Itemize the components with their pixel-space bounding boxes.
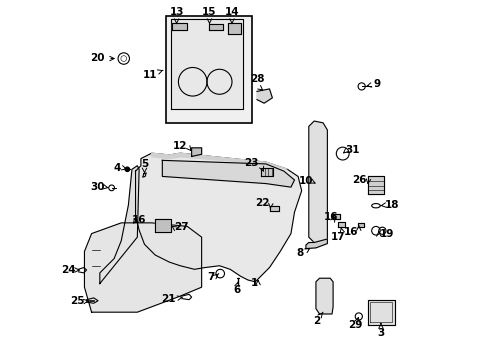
Circle shape bbox=[125, 167, 129, 171]
Text: 15: 15 bbox=[202, 8, 216, 23]
Text: 3: 3 bbox=[377, 328, 384, 338]
Polygon shape bbox=[228, 23, 241, 33]
Text: 25: 25 bbox=[70, 296, 84, 306]
Text: 13: 13 bbox=[169, 8, 183, 23]
Polygon shape bbox=[162, 160, 294, 187]
Polygon shape bbox=[367, 176, 383, 194]
Text: 5: 5 bbox=[141, 158, 148, 168]
Polygon shape bbox=[172, 23, 187, 30]
Text: 29: 29 bbox=[347, 320, 362, 330]
Text: 17: 17 bbox=[330, 232, 345, 242]
Polygon shape bbox=[332, 213, 340, 219]
Text: 30: 30 bbox=[90, 182, 104, 192]
Text: 24: 24 bbox=[61, 265, 76, 275]
Polygon shape bbox=[337, 222, 345, 227]
Text: 23: 23 bbox=[244, 158, 258, 168]
Text: 27: 27 bbox=[174, 222, 188, 232]
Text: 9: 9 bbox=[373, 78, 380, 89]
Text: 12: 12 bbox=[172, 141, 187, 151]
Text: 16: 16 bbox=[323, 212, 338, 222]
Text: 16: 16 bbox=[343, 227, 357, 237]
Polygon shape bbox=[367, 300, 394, 325]
Polygon shape bbox=[208, 23, 223, 30]
Text: 10: 10 bbox=[298, 176, 312, 186]
Polygon shape bbox=[155, 219, 171, 232]
Text: 20: 20 bbox=[90, 53, 104, 63]
Polygon shape bbox=[270, 206, 278, 211]
Text: 18: 18 bbox=[384, 200, 398, 210]
Text: 1: 1 bbox=[250, 278, 258, 288]
Bar bbox=[165, 16, 251, 123]
Text: 31: 31 bbox=[345, 145, 359, 155]
Polygon shape bbox=[315, 278, 332, 314]
Polygon shape bbox=[257, 89, 272, 103]
Text: 4: 4 bbox=[114, 163, 121, 173]
Polygon shape bbox=[100, 166, 139, 284]
Polygon shape bbox=[261, 168, 272, 176]
Text: 22: 22 bbox=[254, 198, 269, 208]
Polygon shape bbox=[357, 223, 364, 227]
Polygon shape bbox=[191, 148, 201, 157]
Text: 26: 26 bbox=[352, 175, 366, 185]
Polygon shape bbox=[84, 223, 201, 312]
Text: 6: 6 bbox=[233, 285, 240, 295]
Text: 16: 16 bbox=[132, 215, 146, 225]
Text: 21: 21 bbox=[161, 294, 176, 303]
Polygon shape bbox=[308, 121, 326, 244]
Text: 8: 8 bbox=[296, 248, 303, 258]
Polygon shape bbox=[151, 153, 287, 169]
Text: 11: 11 bbox=[143, 69, 163, 80]
Polygon shape bbox=[305, 239, 326, 249]
Text: 14: 14 bbox=[224, 8, 239, 23]
Polygon shape bbox=[171, 19, 242, 109]
Text: 28: 28 bbox=[249, 74, 264, 84]
Text: 19: 19 bbox=[380, 229, 394, 239]
Text: 7: 7 bbox=[206, 272, 214, 282]
Polygon shape bbox=[135, 153, 301, 282]
Text: 2: 2 bbox=[312, 316, 320, 326]
